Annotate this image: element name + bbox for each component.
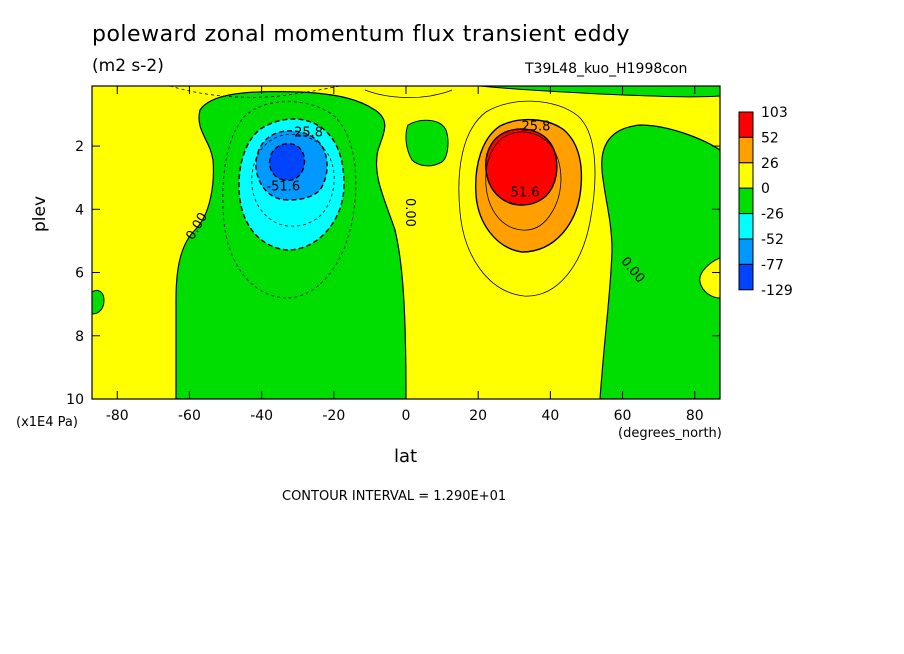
x-tick-label: -60 xyxy=(178,408,201,424)
field-negative-equator xyxy=(405,119,449,167)
legend-label: 103 xyxy=(761,105,788,121)
field-positive-farnorth xyxy=(699,257,720,299)
legend-swatch xyxy=(738,213,754,240)
chart-units: (m2 s-2) xyxy=(92,56,164,76)
legend-swatch xyxy=(738,111,754,138)
plot-frame xyxy=(91,85,721,400)
x-tick-label: 20 xyxy=(469,408,487,424)
y-axis-unit: (x1E4 Pa) xyxy=(16,415,78,430)
y-tick-label: 10 xyxy=(66,392,84,408)
x-tick-label: 60 xyxy=(614,408,632,424)
y-tick-label: 8 xyxy=(75,329,84,345)
legend-swatch xyxy=(738,136,754,164)
legend-label: -26 xyxy=(761,207,784,223)
contour-label: 0.00 xyxy=(402,198,417,227)
x-tick-label: 80 xyxy=(686,408,704,424)
contour-label: 51.6 xyxy=(511,186,540,201)
contour-line-pos-13 xyxy=(458,100,596,297)
field-pos-52 xyxy=(485,128,558,206)
contour-line-neg-39 xyxy=(251,133,335,227)
contour-line-top xyxy=(169,86,341,98)
x-tick-label: -20 xyxy=(322,408,345,424)
x-ticks: -80 -60 -40 -20 0 20 40 60 80 xyxy=(106,86,704,424)
legend-swatch xyxy=(738,263,754,291)
legend-label: -129 xyxy=(761,283,793,299)
color-legend: 103 52 26 0 -26 -52 -77 -129 xyxy=(738,105,793,299)
field-neg-52 xyxy=(255,130,328,201)
y-tick-label: 2 xyxy=(75,139,84,155)
legend-label: -77 xyxy=(761,257,784,273)
field-neg-26 xyxy=(238,118,345,251)
legend-swatch xyxy=(738,187,754,215)
legend-swatch xyxy=(738,162,754,189)
legend-swatch xyxy=(738,238,754,265)
contour-label: 0.00 xyxy=(184,210,211,243)
y-tick-label: 4 xyxy=(75,202,84,218)
x-tick-label: 40 xyxy=(541,408,559,424)
experiment-label: T39L48_kuo_H1998con xyxy=(525,61,688,77)
contour-label: 25.8 xyxy=(294,126,323,141)
contour-fields xyxy=(92,86,720,399)
field-pos-26 xyxy=(475,118,583,253)
legend-label: -52 xyxy=(761,232,784,248)
x-tick-label: 0 xyxy=(402,408,411,424)
x-axis-unit: (degrees_north) xyxy=(618,426,722,441)
contour-label: -51.6 xyxy=(266,179,300,194)
field-negative-north xyxy=(599,124,720,399)
field-positive-background xyxy=(92,86,720,399)
y-ticks: 2 4 6 8 10 xyxy=(66,139,720,408)
contour-line-pos-39 xyxy=(485,131,562,231)
contour-label: 25.8 xyxy=(521,119,550,134)
chart-title: poleward zonal momentum flux transient e… xyxy=(92,22,631,47)
y-tick-label: 6 xyxy=(75,266,84,282)
field-negative-north-top xyxy=(479,86,720,98)
field-neg-77 xyxy=(268,142,306,182)
contour-interval: CONTOUR INTERVAL = 1.290E+01 xyxy=(282,489,507,504)
field-negative-farsouth xyxy=(92,289,105,315)
legend-label: 52 xyxy=(761,130,779,146)
x-tick-label: -80 xyxy=(106,408,129,424)
contour-line-neg-13 xyxy=(222,101,357,299)
legend-label: 0 xyxy=(761,181,770,197)
field-negative-south xyxy=(175,91,407,399)
x-axis-label: lat xyxy=(394,446,418,467)
contour-labels: 25.8 -51.6 0.00 0.00 25.8 51.6 0.00 xyxy=(184,119,648,286)
x-tick-label: -40 xyxy=(250,408,273,424)
contour-label: 0.00 xyxy=(617,254,647,286)
y-axis-label: plev xyxy=(30,195,50,232)
legend-label: 26 xyxy=(761,156,779,172)
contour-line-top-mid xyxy=(364,89,453,98)
